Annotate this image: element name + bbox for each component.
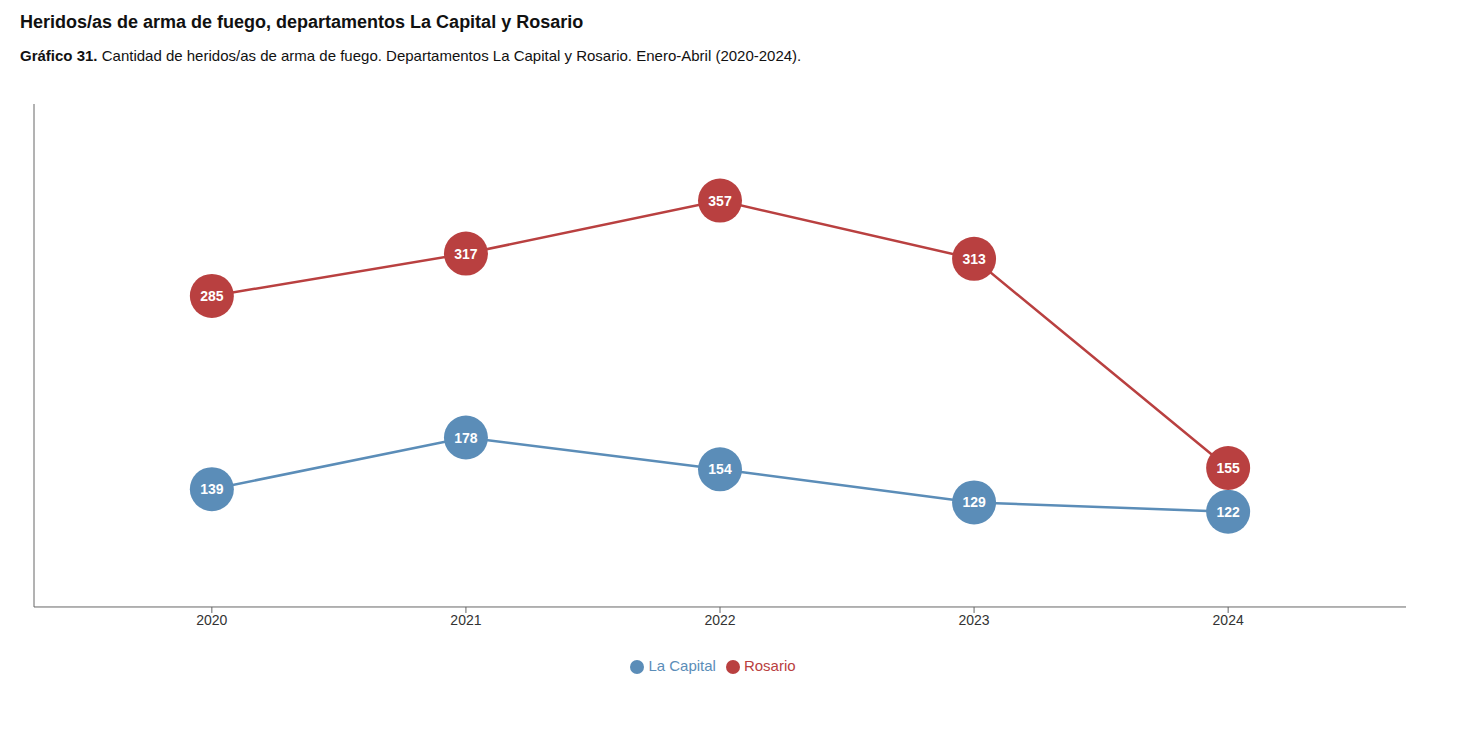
svg-text:2021: 2021 [450,612,481,628]
html-text:Heridos/as de arma de fuego, d: Heridos/as de arma de fuego, departament… [20,12,584,32]
html-text:Gráfico 31. Cantidad de herido: Gráfico 31. Cantidad de heridos/as de ar… [20,47,802,64]
html-text:Rosario: Rosario [743,657,796,674]
svg-text:155: 155 [1216,460,1240,476]
svg-text:2022: 2022 [704,612,735,628]
html-text:La Capital: La Capital [648,657,716,674]
svg-text:154: 154 [708,461,732,477]
svg-text:313: 313 [962,251,986,267]
svg-text:129: 129 [962,494,986,510]
svg-text:178: 178 [454,430,478,446]
svg-text:285: 285 [200,288,224,304]
svg-text:2023: 2023 [958,612,989,628]
svg-text:317: 317 [454,246,478,262]
svg-text:2024: 2024 [1213,612,1244,628]
svg-text:2020: 2020 [196,612,227,628]
svg-text:139: 139 [200,481,224,497]
svg-text:122: 122 [1216,504,1240,520]
svg-text:357: 357 [708,193,732,209]
